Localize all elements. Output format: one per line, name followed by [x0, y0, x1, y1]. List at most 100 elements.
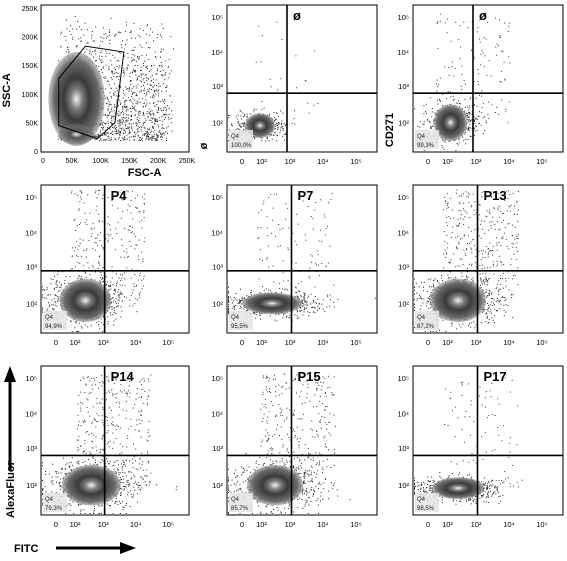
event-dot — [275, 314, 276, 315]
event-dot — [124, 76, 125, 77]
event-dot — [135, 136, 136, 137]
event-dot — [466, 276, 467, 277]
event-dot — [118, 115, 119, 116]
event-dot — [152, 113, 153, 114]
event-dot — [104, 139, 105, 140]
event-dot — [481, 50, 482, 51]
x-tick-label: 10² — [256, 157, 267, 166]
event-dot — [430, 126, 431, 127]
event-dot — [42, 289, 43, 290]
event-dot — [126, 109, 127, 110]
event-dot — [141, 75, 142, 76]
event-dot — [161, 110, 162, 111]
event-dot — [228, 311, 229, 312]
event-dot — [298, 317, 299, 318]
event-dot — [307, 298, 308, 299]
event-dot — [47, 295, 48, 296]
event-dot — [83, 250, 84, 251]
event-dot — [481, 278, 482, 279]
event-dot — [116, 33, 117, 34]
event-dot — [170, 36, 171, 37]
event-dot — [456, 328, 457, 329]
event-dot — [499, 256, 500, 257]
event-dot — [497, 264, 498, 265]
event-dot — [307, 305, 308, 306]
event-dot — [488, 102, 489, 103]
event-dot — [439, 99, 440, 100]
event-dot — [160, 86, 161, 87]
event-dot — [317, 299, 318, 300]
event-dot — [274, 112, 275, 113]
event-dot — [488, 293, 489, 294]
event-dot — [132, 227, 133, 228]
event-dot — [65, 36, 66, 37]
event-dot — [120, 102, 121, 103]
event-dot — [294, 110, 295, 111]
event-dot — [48, 302, 49, 303]
event-dot — [500, 278, 501, 279]
event-dot — [123, 93, 124, 94]
event-dot — [78, 331, 79, 332]
event-dot — [156, 134, 157, 135]
event-dot — [137, 95, 138, 96]
event-dot — [267, 235, 268, 236]
event-dot — [429, 121, 430, 122]
event-dot — [288, 249, 289, 250]
event-dot — [132, 50, 133, 51]
event-dot — [90, 49, 91, 50]
event-dot — [131, 111, 132, 112]
event-dot — [145, 139, 146, 140]
event-dot — [122, 106, 123, 107]
event-dot — [42, 294, 43, 295]
event-dot — [484, 37, 485, 38]
event-dot — [478, 27, 479, 28]
event-dot — [277, 135, 278, 136]
event-dot — [94, 40, 95, 41]
event-dot — [171, 102, 172, 103]
event-dot — [129, 131, 130, 132]
event-dot — [289, 315, 290, 316]
event-dot — [157, 125, 158, 126]
event-dot — [46, 310, 47, 311]
y-tick-label: 10³ — [212, 82, 223, 91]
event-dot — [85, 213, 86, 214]
event-dot — [306, 301, 307, 302]
event-dot — [439, 282, 440, 283]
event-dot — [321, 263, 322, 264]
event-dot — [485, 257, 486, 258]
event-dot — [494, 274, 495, 275]
event-dot — [109, 113, 110, 114]
event-dot — [51, 304, 52, 305]
event-dot — [100, 37, 101, 38]
event-dot — [503, 236, 504, 237]
event-dot — [131, 31, 132, 32]
event-dot — [96, 206, 97, 207]
event-dot — [326, 307, 327, 308]
event-dot — [131, 232, 132, 233]
event-dot — [492, 305, 493, 306]
event-dot — [244, 114, 245, 115]
event-dot — [240, 300, 241, 301]
event-dot — [277, 129, 278, 130]
event-dot — [313, 312, 314, 313]
event-dot — [440, 14, 441, 15]
event-dot — [120, 113, 121, 114]
event-dot — [123, 114, 124, 115]
event-dot — [493, 264, 494, 265]
event-dot — [491, 298, 492, 299]
event-dot — [77, 45, 78, 46]
event-dot — [146, 77, 147, 78]
event-dot — [134, 115, 135, 116]
event-dot — [142, 288, 143, 289]
event-dot — [145, 75, 146, 76]
event-dot — [124, 118, 125, 119]
event-dot — [255, 318, 256, 319]
event-dot — [110, 282, 111, 283]
event-dot — [117, 66, 118, 67]
event-dot — [115, 291, 116, 292]
event-dot — [137, 101, 138, 102]
event-dot — [108, 286, 109, 287]
event-dot — [70, 276, 71, 277]
event-dot — [498, 229, 499, 230]
